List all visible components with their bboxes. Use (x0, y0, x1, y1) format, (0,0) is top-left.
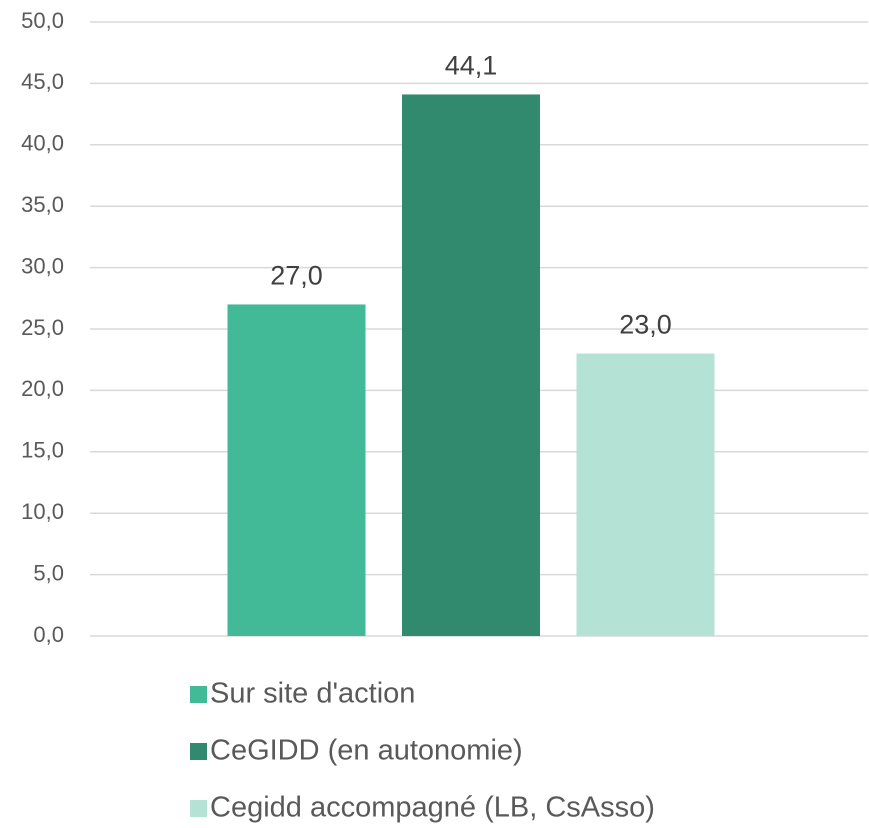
value-label: 44,1 (445, 51, 498, 81)
y-tick-label: 10,0 (21, 499, 64, 524)
legend-label: Cegidd accompagné (LB, CsAsso) (210, 792, 655, 824)
y-tick-label: 50,0 (21, 8, 64, 33)
y-tick-label: 15,0 (21, 438, 64, 463)
bar (576, 353, 715, 636)
legend-swatch (190, 800, 207, 817)
y-tick-label: 20,0 (21, 376, 64, 401)
legend-label: Sur site d'action (210, 678, 415, 710)
y-tick-label: 5,0 (33, 560, 64, 585)
value-label: 23,0 (619, 310, 672, 340)
legend-label: CeGIDD (en autonomie) (210, 735, 523, 767)
bar (227, 304, 366, 636)
y-tick-label: 45,0 (21, 69, 64, 94)
y-tick-label: 35,0 (21, 192, 64, 217)
legend-swatch (190, 743, 207, 760)
y-tick-label: 40,0 (21, 131, 64, 156)
y-tick-label: 30,0 (21, 253, 64, 278)
y-tick-label: 25,0 (21, 315, 64, 340)
y-tick-label: 0,0 (33, 622, 64, 647)
bar (402, 94, 540, 636)
legend-swatch (190, 686, 207, 703)
value-label: 27,0 (270, 261, 323, 291)
